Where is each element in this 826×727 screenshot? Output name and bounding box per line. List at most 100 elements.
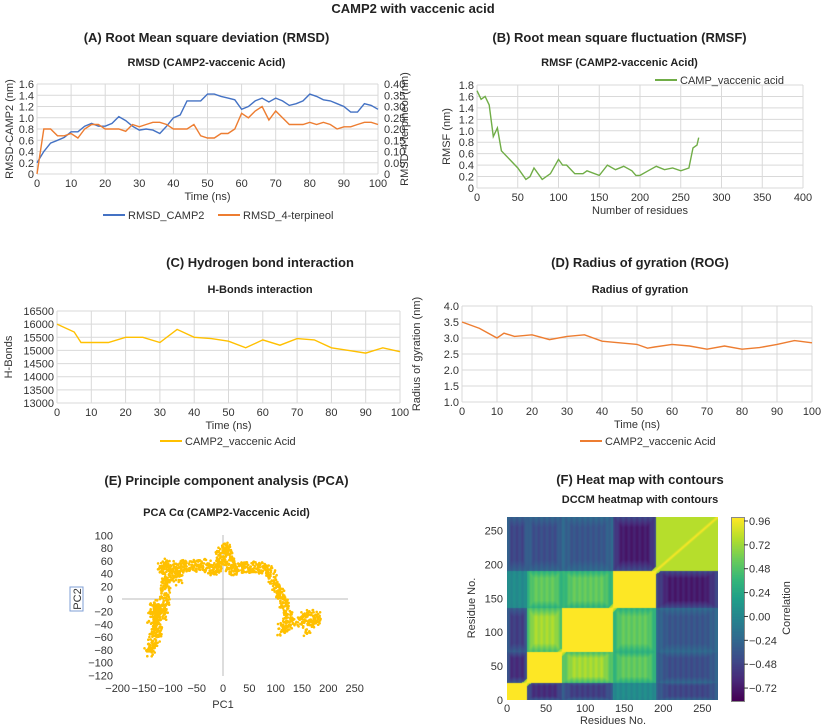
y-tick-label: 100 (485, 627, 503, 639)
scatter-point (278, 594, 281, 598)
scatter-point (305, 611, 309, 615)
scatter-point (284, 601, 288, 605)
y-axis-label: PC2 (72, 588, 84, 609)
scatter-point (292, 618, 296, 621)
scatter-point (271, 584, 275, 588)
x-tick-label: 40 (188, 407, 200, 419)
y-axis-label-box (69, 586, 84, 612)
scatter-point (273, 570, 277, 574)
scatter-point (168, 586, 172, 590)
scatter-point (208, 566, 211, 569)
scatter-point (230, 566, 234, 570)
x-tick-label: 10 (491, 406, 503, 418)
colorbar-label: Correlation (781, 581, 793, 635)
x-tick-label: 10 (85, 407, 97, 419)
scatter-point (278, 587, 282, 590)
scatter-point (182, 565, 186, 569)
y-tick-label: 150 (485, 593, 503, 605)
scatter-point (267, 573, 270, 577)
scatter-point (276, 633, 279, 637)
scatter-point (150, 628, 154, 631)
scatter-point (174, 572, 177, 575)
x-axis-label: Number of residues (592, 205, 688, 217)
scatter-point (286, 604, 289, 608)
x-tick-label: −50 (187, 683, 206, 695)
scatter-point (249, 565, 253, 568)
scatter-point (152, 630, 156, 633)
scatter-point (301, 626, 305, 629)
scatter-point (240, 569, 243, 572)
scatter-point (281, 628, 285, 632)
x-tick-label: 90 (360, 407, 372, 419)
scatter-point (160, 632, 163, 636)
x-tick-label: 0 (54, 407, 60, 419)
scatter-point (281, 587, 285, 591)
scatter-point (278, 591, 282, 594)
x-tick-label: 70 (270, 178, 282, 190)
x-tick-label: 150 (590, 192, 608, 204)
scatter-point (165, 579, 168, 582)
legend-label: CAMP_vaccenic acid (680, 75, 784, 87)
scatter-point (197, 564, 201, 567)
scatter-point (152, 621, 155, 624)
y-tick-label: 40 (101, 569, 113, 581)
scatter-point (226, 541, 229, 545)
x-tick-label: 70 (291, 407, 303, 419)
scatter-point (289, 623, 293, 627)
scatter-point (310, 621, 314, 624)
heatmap-cells (507, 517, 718, 700)
x-tick-label: 150 (615, 703, 633, 715)
x-tick-label: 0 (34, 178, 40, 190)
scatter-point (264, 568, 267, 571)
scatter-point (160, 595, 164, 599)
x-tick-label: 0 (459, 406, 465, 418)
y-axis-label: Radius of gyration (nm) (411, 297, 423, 411)
scatter-point (223, 558, 227, 561)
scatter-point (163, 593, 166, 597)
panel-f-heading: (F) Heat map with contours (556, 472, 724, 487)
y-tick-label: −40 (94, 619, 113, 631)
scatter-point (207, 564, 210, 567)
y-tick-label: 0.6 (459, 149, 474, 161)
series-line-rmsd-4-terpineol (36, 105, 379, 175)
scatter-point (272, 580, 276, 583)
y-tick-label: 2.0 (444, 365, 459, 377)
scatter-point (227, 549, 230, 552)
scatter-point (318, 614, 321, 618)
scatter-point (278, 596, 282, 600)
x-tick-label: 0 (504, 703, 510, 715)
scatter-point (241, 562, 245, 566)
scatter-point (234, 564, 237, 568)
scatter-point (156, 615, 160, 618)
scatter-point (185, 561, 188, 565)
x-tick-label: 100 (549, 192, 567, 204)
scatter-point (308, 631, 312, 635)
legend-label: CAMP2_vaccenic Acid (185, 436, 296, 448)
panel-c-heading: (C) Hydrogen bond interaction (166, 255, 354, 270)
scatter-point (160, 567, 163, 570)
scatter-point (242, 569, 245, 573)
x-tick-label: 60 (235, 178, 247, 190)
scatter-point (156, 641, 159, 645)
scatter-point (310, 625, 314, 628)
scatter-point (289, 616, 292, 619)
y-tick-label: 1.2 (19, 102, 34, 114)
x-tick-label: 50 (222, 407, 234, 419)
legend-label: RMSD_CAMP2 (128, 210, 204, 222)
scatter-point (209, 559, 212, 562)
scatter-point (156, 562, 160, 565)
x-tick-label: 50 (243, 683, 255, 695)
scatter-point (209, 573, 212, 577)
x-tick-label: 100 (369, 178, 387, 190)
scatter-point (296, 616, 300, 619)
scatter-point (151, 639, 155, 643)
scatter-point (216, 568, 219, 571)
scatter-point (302, 621, 306, 625)
scatter-point (158, 597, 162, 601)
y-tick-label: 250 (485, 526, 503, 538)
colorbar-tick-label: −0.24 (749, 635, 777, 647)
scatter-point (253, 565, 257, 568)
series-line-camp2-vaccenic-acid (56, 323, 401, 354)
